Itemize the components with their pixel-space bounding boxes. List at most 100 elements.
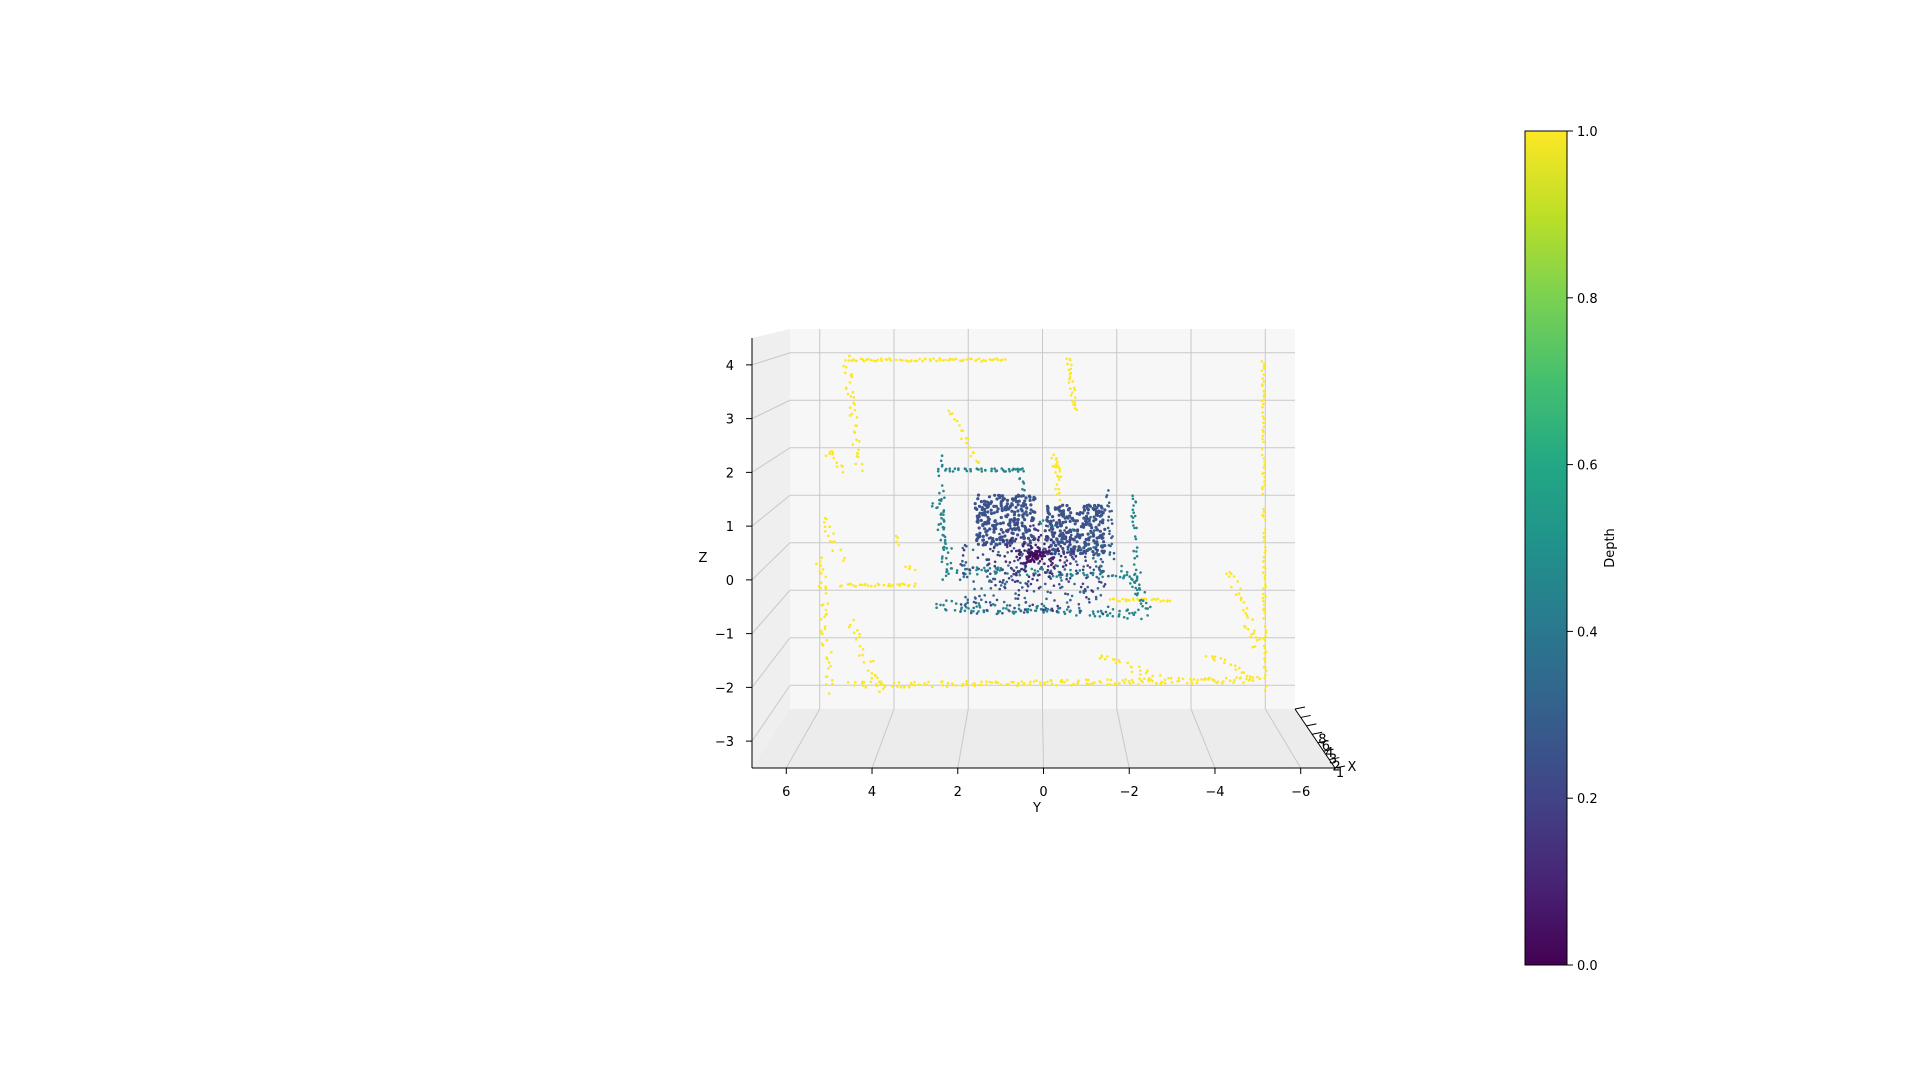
point — [888, 357, 891, 360]
point — [1058, 478, 1061, 481]
point — [977, 504, 982, 508]
point — [944, 574, 948, 578]
point — [918, 683, 921, 687]
point — [908, 567, 911, 570]
point — [1232, 575, 1236, 578]
point — [1063, 542, 1067, 546]
point — [1076, 528, 1080, 532]
point — [860, 583, 864, 587]
point — [1010, 537, 1013, 540]
point — [1135, 576, 1139, 580]
point — [963, 609, 967, 613]
point — [1140, 617, 1143, 621]
point — [1046, 509, 1050, 513]
point — [1082, 516, 1086, 520]
point — [1086, 564, 1089, 567]
point — [1068, 372, 1072, 376]
point — [1049, 679, 1053, 683]
point — [1264, 585, 1267, 588]
point — [1143, 590, 1147, 594]
point — [1103, 508, 1107, 512]
point — [1110, 518, 1113, 522]
point — [983, 507, 987, 511]
point — [1048, 522, 1052, 526]
point — [1082, 550, 1086, 553]
point — [1008, 561, 1012, 564]
point — [869, 680, 873, 684]
point — [980, 506, 984, 510]
point — [986, 558, 990, 561]
point — [986, 563, 990, 566]
x-tick-label: 2 — [1332, 759, 1340, 774]
point — [1096, 610, 1100, 613]
point — [1263, 611, 1266, 615]
point — [1010, 502, 1014, 506]
point — [965, 680, 968, 683]
point — [1095, 545, 1098, 548]
point — [995, 612, 999, 616]
point — [1014, 500, 1019, 504]
point — [942, 489, 945, 493]
point — [1066, 516, 1070, 520]
point — [1239, 676, 1242, 679]
point — [844, 387, 848, 391]
point — [1025, 506, 1029, 510]
point — [965, 575, 969, 579]
point — [1213, 655, 1217, 659]
point — [1263, 551, 1267, 555]
point — [1013, 539, 1017, 543]
point — [1264, 635, 1267, 638]
point — [975, 520, 979, 524]
point — [891, 684, 894, 688]
point — [1079, 547, 1082, 551]
point — [1101, 518, 1105, 522]
point — [998, 521, 1003, 526]
point — [1008, 609, 1011, 613]
point — [1086, 532, 1090, 536]
point — [1059, 586, 1062, 590]
point — [1024, 528, 1028, 532]
point — [935, 606, 938, 609]
point — [1109, 544, 1112, 548]
point — [1076, 534, 1080, 538]
point — [1047, 546, 1051, 549]
point — [824, 454, 828, 458]
point — [1059, 571, 1062, 574]
point — [1047, 512, 1052, 516]
point — [1017, 588, 1021, 592]
point — [1082, 505, 1086, 510]
point — [976, 573, 979, 576]
point — [955, 569, 959, 572]
point — [1068, 540, 1072, 544]
point — [1060, 535, 1064, 539]
point — [999, 584, 1003, 587]
point — [962, 548, 966, 552]
point — [848, 623, 852, 627]
point — [1093, 541, 1097, 545]
point — [835, 465, 839, 468]
point — [1015, 555, 1018, 559]
point — [1016, 523, 1019, 527]
point — [852, 631, 856, 634]
point — [913, 680, 916, 684]
colorbar-tick-label: 0.6 — [1577, 459, 1598, 474]
point — [1101, 569, 1104, 573]
point — [1107, 501, 1111, 505]
point — [1037, 535, 1041, 539]
point — [993, 493, 997, 497]
point — [1025, 561, 1028, 564]
point — [973, 502, 977, 506]
point — [1005, 580, 1009, 584]
point — [1263, 646, 1267, 650]
x-tick-mark — [1306, 723, 1317, 727]
point — [1007, 522, 1011, 527]
point — [1195, 681, 1199, 685]
point — [1092, 568, 1096, 572]
point — [1128, 599, 1131, 602]
point — [1239, 596, 1243, 600]
point — [1263, 624, 1267, 628]
point — [823, 625, 827, 628]
point — [929, 359, 932, 363]
